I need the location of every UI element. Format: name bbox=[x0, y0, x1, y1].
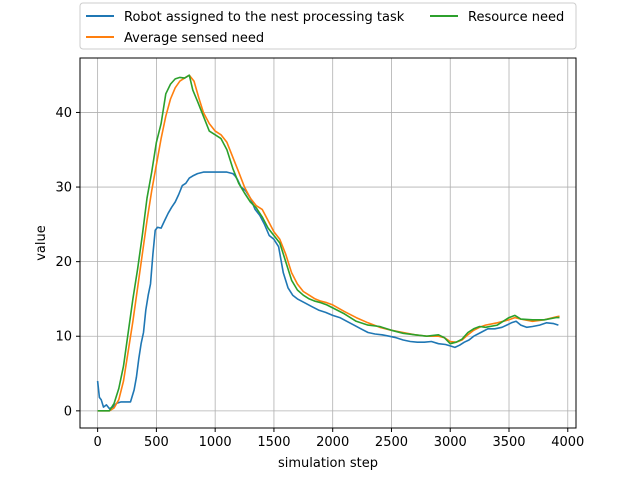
y-tick-label: 40 bbox=[55, 106, 72, 121]
series-robot-assigned-line bbox=[96, 171, 559, 410]
y-tick-label: 0 bbox=[64, 404, 72, 419]
series-resource-need-line bbox=[97, 74, 560, 412]
y-tick-label: 30 bbox=[55, 181, 72, 196]
x-tick-label: 1500 bbox=[257, 435, 290, 450]
y-tick-label: 20 bbox=[55, 255, 72, 270]
x-tick-label: 1000 bbox=[199, 435, 232, 450]
legend: Robot assigned to the nest processing ta… bbox=[79, 2, 577, 50]
series-lines bbox=[96, 74, 560, 412]
y-axis-ticks: 0 10 20 30 40 bbox=[55, 106, 80, 419]
x-tick-label: 500 bbox=[144, 435, 169, 450]
plot-frame bbox=[79, 57, 577, 429]
x-tick-label: 4000 bbox=[551, 435, 584, 450]
y-tick-label: 10 bbox=[55, 330, 72, 345]
legend-label-resource-need: Resource need bbox=[468, 10, 564, 25]
legend-label-robot: Robot assigned to the nest processing ta… bbox=[124, 10, 405, 25]
x-tick-label: 2000 bbox=[316, 435, 349, 450]
x-tick-label: 0 bbox=[93, 435, 101, 450]
x-axis-ticks: 0 500 1000 1500 2000 2500 3000 3500 4000 bbox=[93, 428, 584, 450]
x-axis-label: simulation step bbox=[278, 456, 378, 471]
x-tick-label: 3500 bbox=[492, 435, 525, 450]
x-tick-label: 3000 bbox=[434, 435, 467, 450]
y-axis-label: value bbox=[34, 225, 49, 261]
legend-label-average-sensed: Average sensed need bbox=[124, 31, 264, 46]
legend-box bbox=[79, 2, 577, 50]
series-average-sensed-need-line bbox=[97, 74, 560, 412]
grid bbox=[80, 58, 576, 428]
x-tick-label: 2500 bbox=[375, 435, 408, 450]
